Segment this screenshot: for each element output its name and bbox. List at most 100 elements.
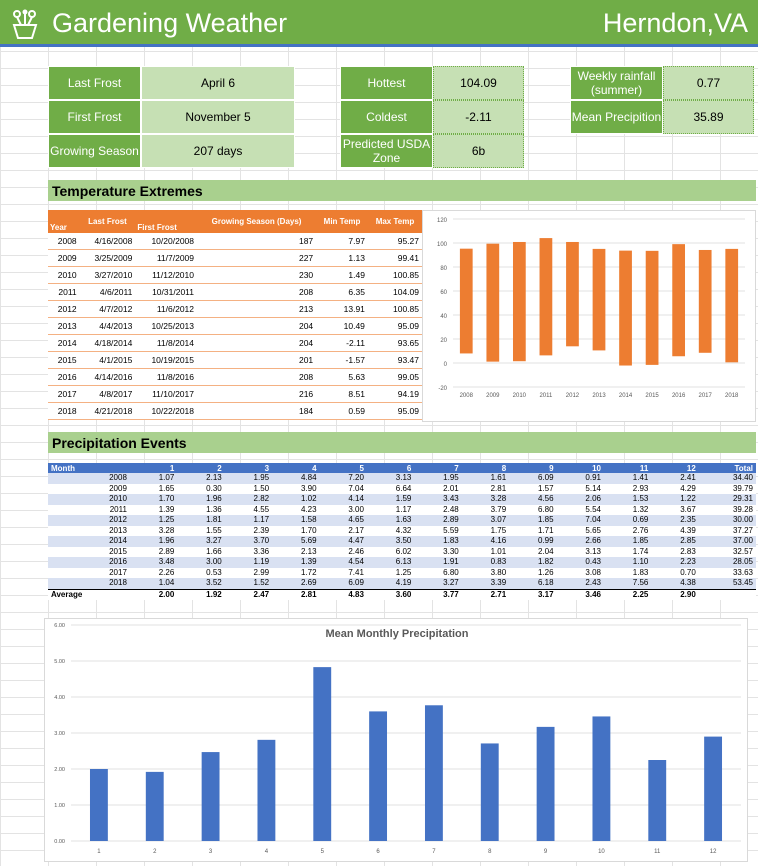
table-cell[interactable]: 11/10/2017 — [135, 385, 197, 403]
table-cell[interactable]: 5.65 — [556, 525, 604, 536]
table-cell[interactable]: 187 — [197, 233, 317, 250]
table-cell[interactable]: 1.49 — [316, 266, 368, 284]
table-cell[interactable]: 227 — [197, 249, 317, 267]
table-cell[interactable]: 2010 — [48, 266, 80, 284]
table-cell[interactable]: 2009 — [48, 249, 80, 267]
table-cell[interactable]: 3.07 — [461, 515, 510, 526]
table-cell[interactable]: 6.13 — [366, 557, 415, 568]
table-cell[interactable]: 28.05 — [698, 557, 756, 568]
table-cell[interactable]: 6.09 — [509, 473, 557, 484]
table-cell[interactable]: 2012 — [48, 300, 80, 318]
table-cell[interactable]: 0.69 — [603, 515, 652, 526]
table-cell[interactable]: 6.80 — [509, 504, 557, 515]
average-cell[interactable]: 3.46 — [556, 588, 604, 600]
table-cell[interactable]: 4.47 — [319, 536, 367, 547]
growing-season-value[interactable]: 207 days — [141, 134, 295, 168]
table-cell[interactable]: 100.85 — [367, 266, 422, 284]
table-cell[interactable]: 0.59 — [316, 402, 368, 420]
table-cell[interactable]: 2.13 — [177, 473, 225, 484]
temperature-range-chart[interactable]: -20 0 20 40 60 80 100 120 2008 2009 2010 2011 2012 20… — [422, 210, 756, 422]
table-cell[interactable]: 2012 — [48, 515, 130, 526]
table-cell[interactable]: 2017 — [48, 385, 80, 403]
table-cell[interactable]: 8.51 — [316, 385, 368, 403]
table-cell[interactable]: 3.39 — [461, 578, 510, 589]
table-cell[interactable]: 3.13 — [556, 546, 604, 557]
table-cell[interactable]: 1.70 — [129, 494, 178, 505]
table-cell[interactable]: 39.79 — [698, 483, 756, 494]
average-cell[interactable]: 2.47 — [224, 588, 273, 600]
table-cell[interactable]: 10/22/2018 — [135, 402, 197, 420]
table-cell[interactable]: 3.27 — [414, 578, 462, 589]
table-cell[interactable]: 32.57 — [698, 546, 756, 557]
table-cell[interactable]: 208 — [197, 283, 317, 301]
average-cell[interactable] — [698, 588, 756, 600]
table-cell[interactable]: 1.26 — [509, 567, 557, 578]
table-cell[interactable]: 1.50 — [224, 483, 273, 494]
table-cell[interactable]: 99.41 — [367, 249, 422, 267]
table-cell[interactable]: 1.53 — [603, 494, 652, 505]
table-cell[interactable]: 10/20/2008 — [135, 233, 197, 250]
table-cell[interactable]: 184 — [197, 402, 317, 420]
average-cell[interactable]: 3.77 — [414, 588, 462, 600]
table-cell[interactable]: 0.99 — [509, 536, 557, 547]
table-cell[interactable]: 1.36 — [177, 504, 225, 515]
table-cell[interactable]: 0.91 — [556, 473, 604, 484]
table-cell[interactable]: 1.96 — [129, 536, 178, 547]
table-cell[interactable]: 7.56 — [603, 578, 652, 589]
table-cell[interactable]: 4/16/2008 — [79, 233, 136, 250]
table-cell[interactable]: 1.07 — [129, 473, 178, 484]
table-cell[interactable]: 3.90 — [272, 483, 320, 494]
table-cell[interactable]: 3.30 — [414, 546, 462, 557]
table-cell[interactable]: 3.80 — [461, 567, 510, 578]
table-cell[interactable]: 7.20 — [319, 473, 367, 484]
average-cell[interactable]: 4.83 — [319, 588, 367, 600]
table-cell[interactable]: 2.48 — [414, 504, 462, 515]
table-cell[interactable]: 0.70 — [651, 567, 699, 578]
table-cell[interactable]: 2017 — [48, 567, 130, 578]
table-cell[interactable]: 2010 — [48, 494, 130, 505]
table-cell[interactable]: 1.10 — [603, 557, 652, 568]
table-cell[interactable]: -1.57 — [316, 351, 368, 369]
table-cell[interactable]: 11/8/2014 — [135, 334, 197, 352]
table-cell[interactable]: 2.43 — [556, 578, 604, 589]
table-cell[interactable]: 93.65 — [367, 334, 422, 352]
last-frost-value[interactable]: April 6 — [141, 66, 295, 100]
table-cell[interactable]: 1.39 — [129, 504, 178, 515]
coldest-value[interactable]: -2.11 — [433, 100, 524, 134]
table-cell[interactable]: 2.35 — [651, 515, 699, 526]
table-cell[interactable]: 2.83 — [651, 546, 699, 557]
table-cell[interactable]: 2.17 — [319, 525, 367, 536]
mean-precip-value[interactable]: 35.89 — [663, 100, 754, 134]
first-frost-value[interactable]: November 5 — [141, 100, 295, 134]
table-cell[interactable]: 2011 — [48, 283, 80, 301]
hottest-value[interactable]: 104.09 — [433, 66, 524, 100]
table-cell[interactable]: 1.63 — [366, 515, 415, 526]
table-cell[interactable]: 0.83 — [461, 557, 510, 568]
table-cell[interactable]: 3.00 — [319, 504, 367, 515]
table-cell[interactable]: 2.89 — [414, 515, 462, 526]
table-cell[interactable]: 3.36 — [224, 546, 273, 557]
table-cell[interactable]: 2013 — [48, 317, 80, 335]
table-cell[interactable]: 4/6/2011 — [79, 283, 136, 301]
table-cell[interactable]: 2.41 — [651, 473, 699, 484]
table-cell[interactable]: 37.27 — [698, 525, 756, 536]
table-cell[interactable]: 2.39 — [224, 525, 273, 536]
table-cell[interactable]: 2.89 — [129, 546, 178, 557]
average-cell[interactable]: 3.60 — [366, 588, 415, 600]
table-cell[interactable]: 6.80 — [414, 567, 462, 578]
table-cell[interactable]: 6.64 — [366, 483, 415, 494]
average-cell[interactable]: 2.71 — [461, 588, 510, 600]
table-cell[interactable]: 29.31 — [698, 494, 756, 505]
table-cell[interactable]: 3.00 — [177, 557, 225, 568]
table-cell[interactable]: 1.02 — [272, 494, 320, 505]
table-cell[interactable]: 2.99 — [224, 567, 273, 578]
table-cell[interactable]: 2008 — [48, 473, 130, 484]
table-cell[interactable]: 3.08 — [556, 567, 604, 578]
table-cell[interactable]: 100.85 — [367, 300, 422, 318]
table-cell[interactable]: 2014 — [48, 334, 80, 352]
table-cell[interactable]: 3.67 — [651, 504, 699, 515]
table-cell[interactable]: 4/1/2015 — [79, 351, 136, 369]
table-cell[interactable]: 3.79 — [461, 504, 510, 515]
table-cell[interactable]: 2.66 — [556, 536, 604, 547]
table-cell[interactable]: 2008 — [48, 233, 80, 250]
